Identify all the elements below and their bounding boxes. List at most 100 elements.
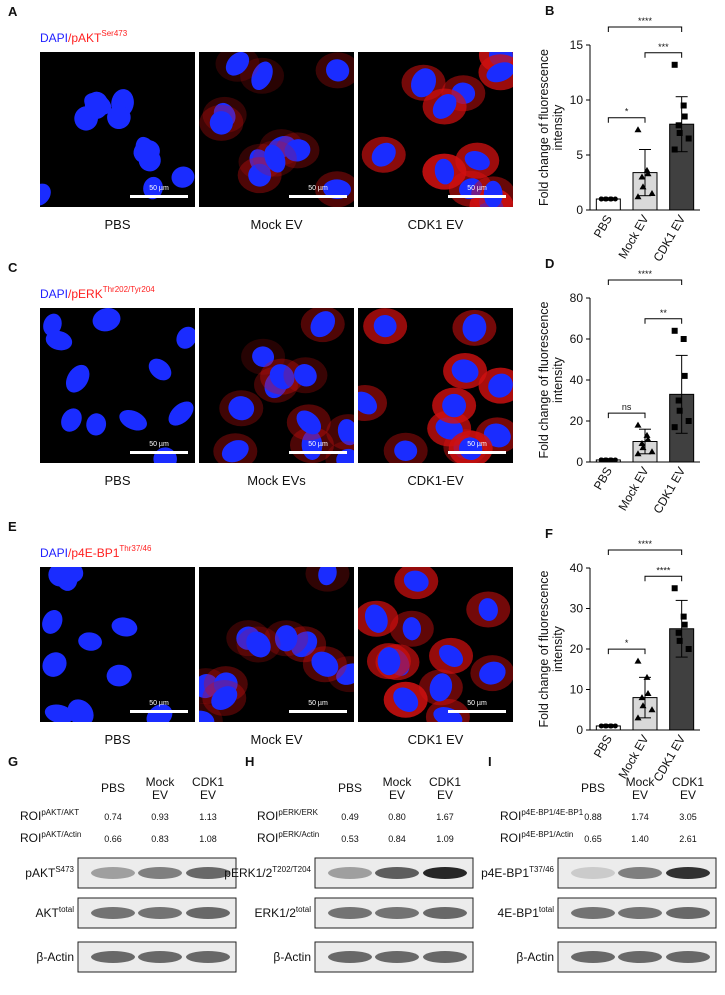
band-sup: S473: [55, 865, 74, 874]
blot-band: [186, 907, 230, 919]
band-label: β-Actin: [516, 950, 554, 964]
lane-label: EV: [152, 788, 168, 802]
data-point: [608, 457, 614, 463]
nucleus: [43, 313, 62, 336]
image-bg: [40, 567, 195, 722]
data-point: [675, 397, 682, 404]
nucleus: [336, 663, 354, 685]
lane-label: PBS: [101, 781, 125, 795]
panel-letter: D: [545, 256, 554, 271]
scale-bar: [289, 195, 347, 198]
nucleus: [221, 440, 249, 463]
blot-band: [423, 867, 467, 879]
nucleus: [377, 647, 401, 676]
data-point: [671, 585, 678, 592]
x-tick-label: CDK1 EV: [650, 213, 688, 264]
nucleus: [442, 393, 467, 418]
nucleus: [199, 674, 219, 699]
data-point: [638, 173, 646, 180]
lane-label: CDK1: [192, 775, 224, 789]
significance-label: ****: [638, 16, 653, 26]
nucleus: [459, 437, 483, 461]
lane-label: PBS: [581, 781, 605, 795]
lane-label: Mock: [146, 775, 176, 789]
data-point: [676, 130, 683, 136]
data-point: [676, 637, 683, 644]
nucleus: [67, 699, 94, 722]
data-point: [643, 166, 651, 173]
x-tick-label: Mock EV: [615, 465, 651, 514]
error-bar: [675, 354, 688, 434]
scale-bar-label: 50 µm: [149, 700, 169, 707]
panel-letter: B: [545, 3, 554, 18]
nucleus: [336, 448, 354, 463]
significance-bracket: [644, 52, 683, 58]
nucleus: [107, 105, 131, 130]
panel-letter: A: [8, 4, 18, 19]
data-point: [603, 723, 609, 729]
data-point: [680, 102, 687, 109]
nucleus: [322, 179, 352, 200]
blot-band: [666, 867, 710, 879]
significance-bracket: [607, 279, 683, 285]
band-name: ERK1/2: [255, 906, 297, 920]
roi-name: ROI: [500, 809, 521, 823]
blot-band: [328, 951, 372, 963]
band-sup: T202/T204: [272, 865, 311, 874]
roi-value: 1.08: [199, 834, 217, 844]
x-tick-label: PBS: [591, 213, 615, 241]
panel-letter: F: [545, 526, 553, 541]
panel-letter: E: [8, 519, 17, 534]
cells: [358, 308, 513, 463]
y-tick-label: 10: [570, 93, 584, 107]
nucleus: [318, 567, 337, 586]
band-label: 4E-BP1total: [498, 905, 555, 920]
nucleus: [111, 617, 138, 637]
roi-value: 1.09: [436, 834, 454, 844]
data-point: [634, 421, 642, 428]
y-tick-label: 60: [570, 332, 584, 346]
stain-name: DAPI: [40, 31, 68, 45]
x-tick-label: CDK1 EV: [650, 465, 688, 516]
nucleus: [48, 567, 71, 587]
nucleus: [311, 651, 339, 677]
nucleus: [373, 315, 397, 338]
data-point: [598, 457, 604, 463]
nucleus: [168, 401, 194, 426]
data-point: [638, 440, 646, 447]
nucleus: [133, 139, 160, 164]
significance-label: ****: [638, 269, 653, 279]
y-tick-label: 15: [570, 38, 584, 52]
cells: [213, 308, 354, 463]
roi-value: 3.05: [679, 812, 697, 822]
data-point: [634, 657, 642, 664]
blot-band: [91, 951, 135, 963]
stain-title: DAPI/pAKTSer473: [40, 29, 128, 45]
lane-label: PBS: [338, 781, 362, 795]
band-name: pERK1/2: [224, 866, 272, 880]
blot-band: [571, 867, 615, 879]
band-name: β-Actin: [36, 950, 74, 964]
data-point: [612, 196, 618, 202]
cells: [199, 52, 354, 207]
data-point: [685, 135, 692, 142]
roi-value: 0.83: [151, 834, 169, 844]
roi-value: 0.80: [388, 812, 406, 822]
roi-sup: pAKT/Actin: [41, 830, 81, 839]
nucleus: [451, 359, 479, 383]
nucleus: [42, 609, 63, 634]
cells: [358, 567, 513, 722]
y-axis-label: Fold change of fluorescence: [537, 301, 551, 458]
data-point: [639, 183, 647, 190]
scale-bar: [130, 451, 188, 454]
roi-value: 0.53: [341, 834, 359, 844]
data-point: [681, 372, 688, 379]
condition-label: CDK1 EV: [408, 732, 464, 747]
nucleus: [478, 598, 498, 621]
band-label: AKTtotal: [36, 905, 75, 920]
band-sup: total: [539, 905, 554, 914]
y-tick-label: 0: [576, 723, 583, 737]
significance-bracket: [607, 412, 646, 419]
band-label: pAKTS473: [25, 865, 74, 880]
y-tick-label: 20: [570, 414, 584, 428]
